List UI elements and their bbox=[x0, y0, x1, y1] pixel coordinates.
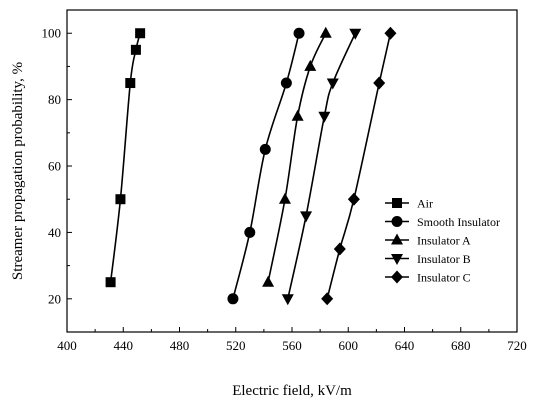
series-line bbox=[286, 32, 357, 299]
y-tick-label: 100 bbox=[42, 26, 62, 41]
data-point bbox=[135, 28, 146, 39]
y-tick-label: 80 bbox=[48, 92, 61, 107]
legend-label: Insulator A bbox=[417, 234, 471, 248]
x-tick-label: 440 bbox=[114, 338, 134, 353]
data-point bbox=[105, 277, 116, 288]
x-tick-label: 680 bbox=[451, 338, 471, 353]
series-1 bbox=[227, 27, 305, 305]
data-point bbox=[384, 26, 397, 40]
x-tick-label: 480 bbox=[170, 338, 190, 353]
y-axis-label: Streamer propagation probability, % bbox=[10, 62, 26, 280]
x-tick-label: 600 bbox=[339, 338, 359, 353]
series-layer bbox=[105, 26, 397, 306]
data-point bbox=[347, 192, 360, 206]
data-point bbox=[333, 242, 346, 256]
legend-label: Insulator B bbox=[417, 252, 471, 266]
series-4 bbox=[321, 26, 397, 306]
x-tick-label: 640 bbox=[395, 338, 415, 353]
legend-marker bbox=[391, 254, 403, 265]
series-line bbox=[109, 33, 141, 283]
legend-label: Insulator C bbox=[417, 271, 471, 285]
y-tick-label: 20 bbox=[48, 291, 61, 306]
data-point bbox=[319, 26, 332, 38]
data-point bbox=[373, 76, 386, 90]
series-3 bbox=[281, 28, 362, 306]
legend-marker bbox=[391, 216, 403, 227]
data-point bbox=[278, 192, 291, 204]
legend: Air Smooth Insulator Insulator A Insulator … bbox=[385, 197, 500, 285]
data-point bbox=[259, 143, 271, 155]
series-line bbox=[232, 33, 300, 300]
y-tick-label: 40 bbox=[48, 225, 61, 240]
data-point bbox=[291, 109, 304, 121]
legend-label: Air bbox=[417, 197, 433, 211]
legend-entry: Insulator C bbox=[385, 270, 471, 285]
series-0 bbox=[105, 28, 146, 288]
data-point bbox=[125, 78, 136, 89]
data-point bbox=[321, 292, 334, 306]
x-tick-label: 520 bbox=[226, 338, 246, 353]
axis-ticks: 400 440 480 520 560 600 640 680 720 20 40 60 80 100 bbox=[42, 26, 527, 353]
data-point bbox=[280, 77, 292, 89]
legend-marker bbox=[392, 198, 402, 208]
data-point bbox=[262, 275, 275, 287]
data-point bbox=[115, 194, 126, 205]
legend-entry: Smooth Insulator bbox=[385, 215, 500, 229]
series-2 bbox=[262, 26, 332, 287]
data-point bbox=[293, 27, 305, 39]
data-point bbox=[300, 211, 313, 223]
data-point bbox=[349, 28, 362, 40]
y-tick-label: 60 bbox=[48, 159, 61, 174]
legend-entry: Air bbox=[385, 197, 433, 211]
x-tick-label: 720 bbox=[507, 338, 527, 353]
data-point bbox=[227, 293, 239, 305]
data-point bbox=[130, 44, 141, 55]
data-point bbox=[304, 59, 317, 71]
data-point bbox=[326, 78, 339, 90]
legend-entry: Insulator B bbox=[385, 252, 471, 266]
legend-marker bbox=[391, 270, 403, 284]
series-line bbox=[267, 32, 327, 283]
x-tick-label: 400 bbox=[57, 338, 77, 353]
legend-marker bbox=[391, 233, 403, 245]
data-point bbox=[281, 294, 294, 306]
data-point bbox=[244, 226, 256, 238]
legend-label: Smooth Insulator bbox=[417, 215, 500, 229]
legend-entry: Insulator A bbox=[385, 233, 471, 248]
data-point bbox=[318, 111, 331, 123]
x-tick-label: 560 bbox=[282, 338, 302, 353]
x-axis-label: Electric field, kV/m bbox=[232, 383, 352, 399]
